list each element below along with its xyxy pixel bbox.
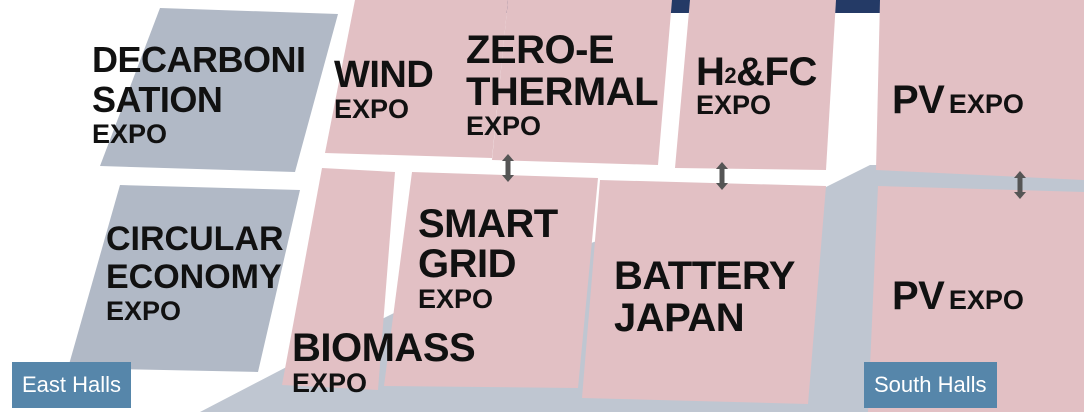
pv-top-name: PV: [892, 78, 945, 122]
circular-title-line3: EXPO: [106, 296, 182, 326]
circular-economy-booth: [68, 185, 300, 372]
double-arrow-vertical-icon: [1014, 171, 1026, 199]
zero-e-title-line1: ZERO-E: [466, 28, 615, 72]
battery-japan-booth[interactable]: [582, 180, 826, 404]
h2fc-subscript: 2: [724, 63, 737, 88]
smart-grid-title-line2: GRID: [418, 242, 517, 286]
circular-title-line2: ECONOMY: [106, 258, 282, 296]
pv-top-title: PV EXPO: [892, 80, 1024, 120]
smart-grid-title-line3: EXPO: [418, 284, 494, 314]
biomass-title-line1: BIOMASS: [292, 326, 476, 370]
h2fc-expo-booth[interactable]: [675, 0, 836, 170]
h2fc-suffix: &FC: [736, 50, 817, 94]
battery-title-line2: JAPAN: [614, 296, 745, 340]
h2fc-prefix: H: [696, 50, 725, 94]
biomass-title-line2: EXPO: [292, 368, 368, 398]
battery-title-line1: BATTERY: [614, 254, 795, 298]
decarbonisation-booth: [100, 8, 338, 172]
zero-e-title-line2: THERMAL: [466, 70, 659, 114]
smart-grid-booth[interactable]: [384, 172, 598, 388]
double-arrow-vertical-icon: [502, 154, 514, 182]
decarbonisation-title-line1: DECARBONI: [92, 39, 306, 80]
h2fc-title-line1: H2&FC: [696, 52, 817, 92]
h2fc-title-line2: EXPO: [696, 90, 772, 120]
decarbonisation-title-line2: SATION: [92, 79, 223, 120]
east-halls-tag: East Halls: [12, 362, 132, 408]
pv-top-suffix: EXPO: [948, 89, 1024, 119]
south-halls-tag: South Halls: [864, 362, 997, 408]
pv-bottom-suffix: EXPO: [948, 285, 1024, 315]
zero-e-title-line3: EXPO: [466, 111, 542, 141]
decarbonisation-title-line3: EXPO: [92, 119, 168, 149]
smart-grid-title-line1: SMART: [418, 202, 558, 246]
circular-title-line1: CIRCULAR: [106, 220, 284, 258]
wind-title-line1: WIND: [334, 54, 434, 96]
wind-title-line2: EXPO: [334, 94, 410, 124]
wind-expo-booth[interactable]: [325, 0, 508, 158]
biomass-booth[interactable]: [282, 168, 395, 390]
double-arrow-vertical-icon: [716, 162, 728, 190]
zero-e-thermal-booth[interactable]: [492, 0, 672, 165]
pv-bottom-name: PV: [892, 274, 945, 318]
pv-bottom-title: PV EXPO: [892, 276, 1024, 316]
pv-expo-bottom-booth[interactable]: [868, 186, 1084, 412]
pv-expo-top-booth[interactable]: [876, 0, 1084, 180]
